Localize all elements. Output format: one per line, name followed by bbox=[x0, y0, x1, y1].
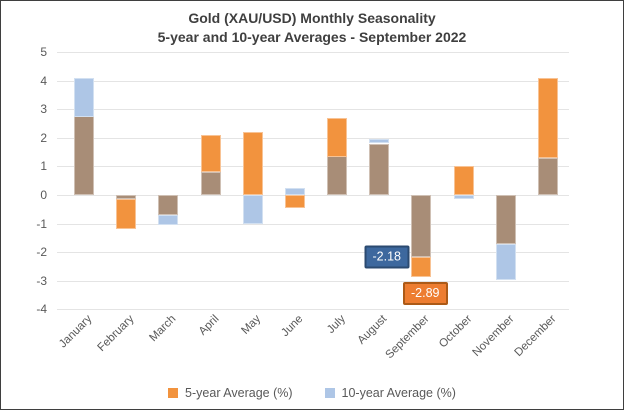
bar-august-overlap bbox=[369, 144, 389, 195]
legend-label-10year: 10-year Average (%) bbox=[341, 386, 456, 400]
data-label-10year: -2.18 bbox=[364, 245, 409, 269]
legend-item-5year-average: 5-year Average (%) bbox=[168, 386, 293, 400]
chart-title-line1: Gold (XAU/USD) Monthly Seasonality bbox=[188, 10, 436, 26]
x-axis-label-july: July bbox=[324, 313, 348, 336]
bar-march-overlap bbox=[158, 195, 178, 215]
bar-september-5year bbox=[411, 257, 431, 277]
bar-february-overlap bbox=[116, 195, 136, 199]
y-axis-tick-label: -3 bbox=[36, 274, 47, 288]
bar-october-5year bbox=[454, 166, 474, 195]
bar-july-5year bbox=[327, 118, 347, 157]
bar-april-overlap bbox=[201, 172, 221, 195]
x-axis-label-december: December bbox=[512, 313, 559, 360]
legend: 5-year Average (%) 10-year Average (%) bbox=[1, 386, 623, 400]
x-axis-label-may: May bbox=[239, 313, 264, 337]
gridline-y--4 bbox=[57, 309, 569, 310]
chart-title-line2: 5-year and 10-year Averages - September … bbox=[157, 29, 467, 45]
x-axis-label-february: February bbox=[95, 313, 137, 355]
bar-march-10year bbox=[158, 215, 178, 225]
bar-april-5year bbox=[201, 135, 221, 172]
bar-september-overlap bbox=[411, 195, 431, 257]
bar-may-5year bbox=[243, 132, 263, 195]
bar-august-10year bbox=[369, 139, 389, 143]
gridline-y--3 bbox=[57, 281, 569, 282]
bar-november-10year bbox=[496, 244, 516, 280]
bar-december-5year bbox=[538, 78, 558, 158]
gridline-y-2 bbox=[57, 138, 569, 139]
gridline-y-1 bbox=[57, 166, 569, 167]
gridline-y-5 bbox=[57, 52, 569, 53]
legend-label-5year: 5-year Average (%) bbox=[185, 386, 293, 400]
x-axis-label-september: September bbox=[383, 313, 432, 362]
bar-january-overlap bbox=[74, 116, 94, 195]
y-axis-tick-label: -4 bbox=[36, 302, 47, 316]
gridline-y--1 bbox=[57, 224, 569, 225]
y-axis-tick-label: -2 bbox=[36, 245, 47, 259]
bar-july-overlap bbox=[327, 156, 347, 195]
x-axis-label-january: January bbox=[57, 313, 95, 351]
bar-may-10year bbox=[243, 195, 263, 224]
gridline-y-3 bbox=[57, 109, 569, 110]
bar-november-overlap bbox=[496, 195, 516, 244]
legend-swatch-5year-icon bbox=[168, 388, 179, 398]
x-axis-label-october: October bbox=[437, 313, 475, 351]
bar-january-10year bbox=[74, 78, 94, 117]
chart-title: Gold (XAU/USD) Monthly Seasonality 5-yea… bbox=[1, 9, 623, 47]
bar-june-5year bbox=[285, 195, 305, 208]
gridline-y-0 bbox=[57, 195, 569, 196]
x-axis-label-november: November bbox=[470, 313, 517, 360]
legend-item-10year-average: 10-year Average (%) bbox=[324, 386, 456, 400]
bar-december-overlap bbox=[538, 158, 558, 195]
x-axis-label-june: June bbox=[279, 313, 306, 340]
y-axis-tick-label: -1 bbox=[36, 217, 47, 231]
y-axis-tick-label: 3 bbox=[40, 102, 47, 116]
legend-swatch-10year-icon bbox=[324, 388, 335, 398]
bar-february-5year bbox=[116, 199, 136, 229]
y-axis-tick-label: 0 bbox=[40, 188, 47, 202]
bar-june-10year bbox=[285, 188, 305, 195]
x-axis-label-august: August bbox=[355, 313, 390, 347]
gridline-y--2 bbox=[57, 252, 569, 253]
y-axis-tick-label: 2 bbox=[40, 131, 47, 145]
x-axis-label-march: March bbox=[147, 313, 179, 345]
data-label-5year: -2.89 bbox=[403, 282, 448, 305]
gridline-y-4 bbox=[57, 81, 569, 82]
x-axis-label-april: April bbox=[196, 313, 222, 338]
bar-october-10year bbox=[454, 195, 474, 199]
y-axis-tick-label: 1 bbox=[40, 159, 47, 173]
y-axis-tick-label: 5 bbox=[40, 45, 47, 59]
y-axis-tick-label: 4 bbox=[40, 74, 47, 88]
